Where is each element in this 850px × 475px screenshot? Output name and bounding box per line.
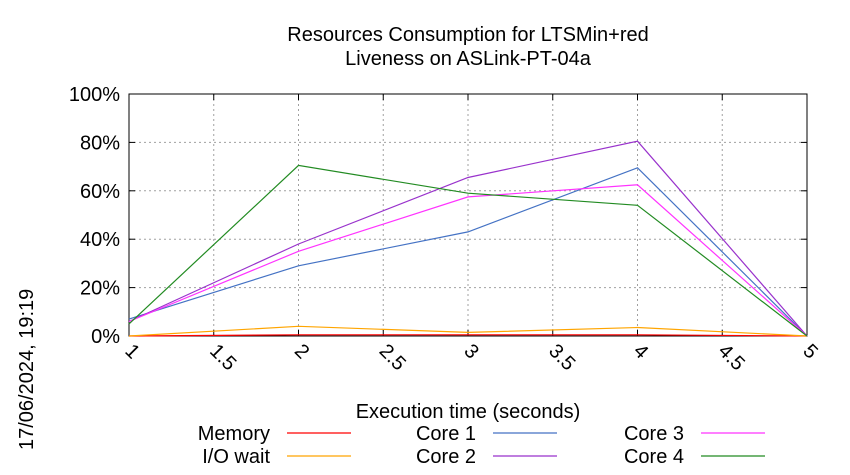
y-tick-label: 20% (80, 278, 120, 300)
x-tick-label: 1.5 (205, 340, 240, 375)
legend-label-core-2: Core 2 (416, 446, 476, 468)
chart-title: Resources Consumption for LTSMin+red (287, 24, 648, 46)
x-tick-label: 3 (459, 340, 482, 363)
x-axis-label: Execution time (seconds) (356, 401, 581, 423)
series-line-memory (128, 334, 808, 337)
y-tick-label: 0% (91, 326, 120, 348)
x-tick-label: 3.5 (544, 340, 579, 375)
y-tick-label: 40% (80, 229, 120, 251)
chart-grid (129, 94, 807, 336)
series-line-core-1 (128, 167, 808, 337)
timestamp-label: 17/06/2024, 19:19 (16, 289, 38, 450)
legend-label-i-o-wait: I/O wait (202, 446, 270, 468)
series-line-core-3 (128, 184, 808, 337)
chart-subtitle: Liveness on ASLink-PT-04a (345, 48, 592, 70)
x-tick-label: 4.5 (714, 340, 749, 375)
y-tick-label: 100% (69, 84, 120, 106)
legend-label-core-1: Core 1 (416, 423, 476, 445)
x-tick-label: 4 (629, 340, 652, 363)
series-line-i-o-wait (128, 325, 808, 337)
x-tick-label: 5 (798, 340, 821, 363)
y-tick-label: 80% (80, 132, 120, 154)
x-tick-label: 2.5 (375, 340, 410, 375)
legend-label-memory: Memory (198, 423, 270, 445)
series-line-core-2 (128, 140, 808, 337)
y-tick-label: 60% (80, 181, 120, 203)
x-tick-label: 2 (290, 340, 313, 363)
x-tick-label: 1 (120, 340, 143, 363)
series-line-core-4 (128, 164, 808, 337)
legend-label-core-4: Core 4 (624, 446, 684, 468)
series-lines (128, 140, 808, 337)
legend-label-core-3: Core 3 (624, 423, 684, 445)
